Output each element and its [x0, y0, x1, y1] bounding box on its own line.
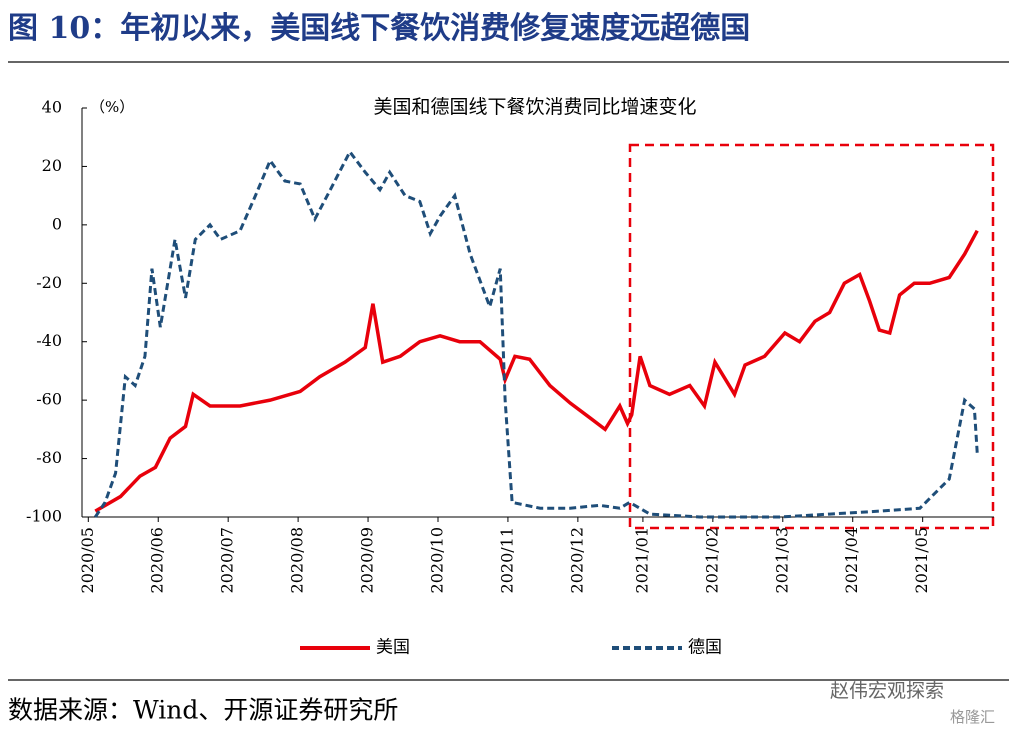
x-tick-label: 2020/12 [567, 527, 586, 593]
y-tick-label: -20 [36, 273, 62, 292]
figure-title: 图 10：年初以来，美国线下餐饮消费修复速度远超德国 [8, 11, 750, 46]
source: 数据来源：Wind、开源证券研究所 [8, 696, 398, 725]
chart-title: 美国和德国线下餐饮消费同比增速变化 [373, 96, 696, 118]
y-tick-label: -100 [26, 507, 62, 526]
y-tick-label: -80 [36, 448, 62, 467]
series-line [94, 229, 979, 513]
x-tick-label: 2021/02 [702, 527, 721, 593]
y-tick-label: 40 [42, 98, 62, 117]
x-tick-label: 2021/01 [632, 527, 651, 593]
x-tick-label: 2020/08 [288, 527, 307, 593]
x-tick-label: 2021/05 [912, 527, 931, 593]
x-tick-label: 2021/03 [772, 527, 791, 593]
legend-label: 德国 [688, 638, 722, 658]
x-tick-label: 2020/11 [497, 527, 516, 593]
y-tick-label: 20 [42, 156, 62, 175]
y-tick-label: 0 [52, 214, 62, 233]
x-tick-label: 2020/09 [358, 527, 377, 593]
x-tick-label: 2020/06 [148, 527, 167, 593]
watermark: 格隆汇 [950, 708, 995, 726]
y-axis-label: （%） [90, 98, 134, 116]
y-tick-label: -40 [36, 331, 62, 350]
series-line [94, 149, 979, 519]
watermark: 赵伟宏观探索 [830, 680, 944, 702]
x-tick-label: 2020/10 [427, 527, 446, 593]
x-tick-label: 2021/04 [842, 527, 861, 593]
y-tick-label: -60 [36, 390, 62, 409]
highlight-box [628, 143, 995, 530]
x-tick-label: 2020/05 [78, 527, 97, 593]
legend-label: 美国 [376, 638, 410, 658]
x-tick-label: 2020/07 [218, 527, 237, 593]
